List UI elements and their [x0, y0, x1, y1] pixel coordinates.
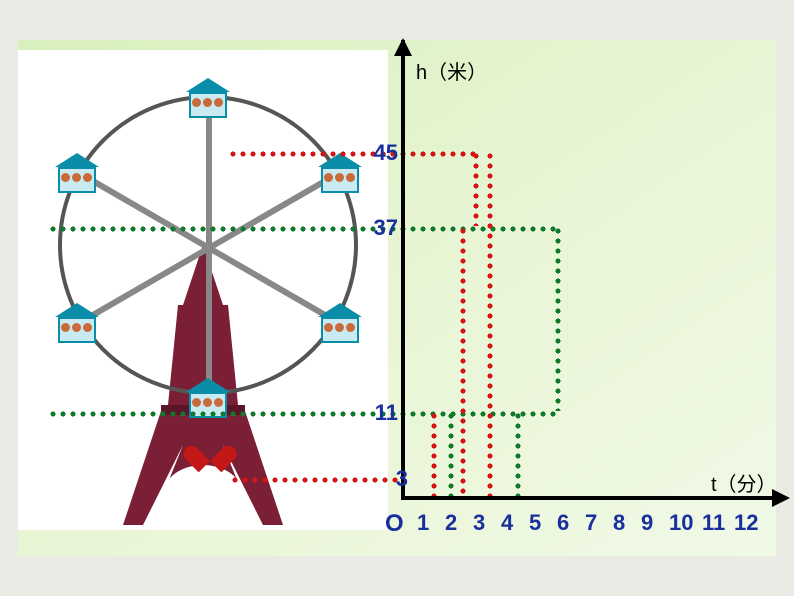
line-red-v3 — [473, 151, 479, 226]
line-red-h45 — [228, 151, 476, 157]
y-axis-arrow-icon — [394, 38, 412, 56]
ytick-37: 37 — [358, 215, 398, 241]
line-green-v3 — [555, 226, 561, 411]
xtick-5: 5 — [529, 510, 541, 536]
xtick-1: 1 — [417, 510, 429, 536]
line-green-v1 — [448, 411, 454, 497]
xtick-11: 11 — [702, 510, 725, 536]
xtick-12: 12 — [734, 510, 758, 536]
xtick-6: 6 — [557, 510, 569, 536]
ytick-11: 11 — [358, 400, 398, 426]
cabin-upper-left — [55, 153, 99, 193]
xtick-4: 4 — [501, 510, 513, 536]
ytick-3: 3 — [368, 466, 408, 492]
line-red-v2 — [460, 226, 466, 497]
cabin-lower-left — [55, 303, 99, 343]
xtick-8: 8 — [613, 510, 625, 536]
x-axis-label: t（分） — [711, 468, 776, 497]
xtick-3: 3 — [473, 510, 485, 536]
xtick-2: 2 — [445, 510, 457, 536]
cabin-upper-right — [318, 153, 362, 193]
cabin-top — [186, 78, 230, 118]
line-green-h11 — [48, 411, 560, 417]
ytick-45: 45 — [358, 140, 398, 166]
y-axis — [401, 40, 405, 500]
line-red-v4 — [487, 151, 493, 497]
line-green-h37 — [48, 226, 560, 232]
y-axis-label: h（米） — [416, 56, 487, 85]
diagram-canvas: h（米） t（分） O 45 37 11 3 123456789101112 — [18, 40, 776, 556]
line-red-v1 — [431, 411, 437, 497]
xtick-7: 7 — [585, 510, 597, 536]
line-green-v2 — [515, 411, 521, 497]
cabin-lower-right — [318, 303, 362, 343]
heart-icon — [194, 435, 226, 465]
xtick-10: 10 — [669, 510, 693, 536]
origin-label: O — [385, 510, 404, 538]
xtick-9: 9 — [641, 510, 653, 536]
